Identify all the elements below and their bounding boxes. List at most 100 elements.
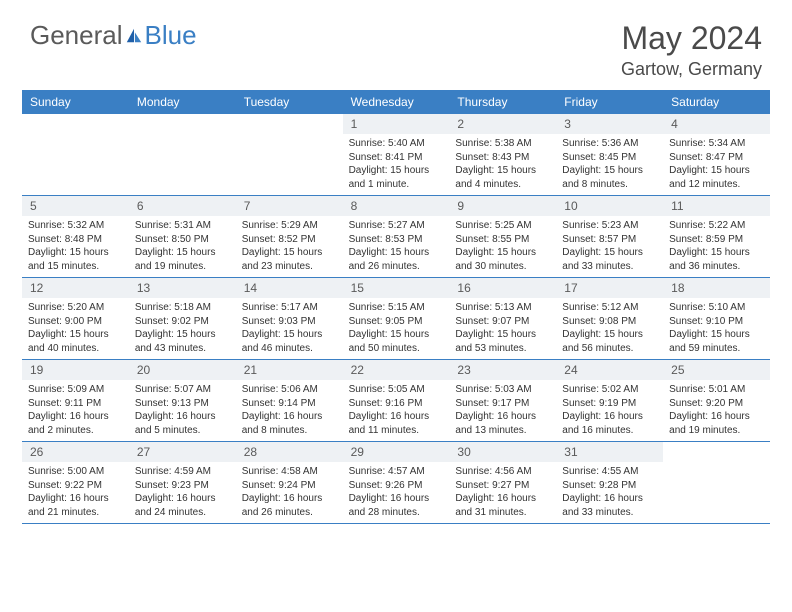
day-number: 19: [22, 360, 129, 380]
day-cell: 12Sunrise: 5:20 AMSunset: 9:00 PMDayligh…: [22, 278, 129, 359]
daylight-text: Daylight: 15 hours and 53 minutes.: [455, 328, 550, 355]
day-number: [236, 114, 343, 120]
sunset-text: Sunset: 9:20 PM: [669, 397, 764, 411]
sail-icon: [125, 27, 143, 45]
daylight-text: Daylight: 16 hours and 33 minutes.: [562, 492, 657, 519]
day-number: [663, 442, 770, 448]
day-number: 18: [663, 278, 770, 298]
day-details: Sunrise: 5:18 AMSunset: 9:02 PMDaylight:…: [129, 298, 236, 359]
sunset-text: Sunset: 9:14 PM: [242, 397, 337, 411]
day-cell: 5 Sunrise: 5:32 AMSunset: 8:48 PMDaylight…: [22, 196, 129, 277]
daylight-text: Daylight: 15 hours and 40 minutes.: [28, 328, 123, 355]
day-number: 8: [343, 196, 450, 216]
day-number: 12: [22, 278, 129, 298]
day-details: Sunrise: 5:09 AMSunset: 9:11 PMDaylight:…: [22, 380, 129, 441]
day-details: Sunrise: 5:38 AMSunset: 8:43 PMDaylight:…: [449, 134, 556, 195]
daylight-text: Daylight: 15 hours and 12 minutes.: [669, 164, 764, 191]
sunset-text: Sunset: 9:26 PM: [349, 479, 444, 493]
daylight-text: Daylight: 15 hours and 15 minutes.: [28, 246, 123, 273]
day-details: Sunrise: 5:20 AMSunset: 9:00 PMDaylight:…: [22, 298, 129, 359]
day-number: 25: [663, 360, 770, 380]
sunset-text: Sunset: 9:22 PM: [28, 479, 123, 493]
day-details: Sunrise: 5:10 AMSunset: 9:10 PMDaylight:…: [663, 298, 770, 359]
day-number: 30: [449, 442, 556, 462]
daylight-text: Daylight: 15 hours and 56 minutes.: [562, 328, 657, 355]
sunset-text: Sunset: 8:48 PM: [28, 233, 123, 247]
sunrise-text: Sunrise: 5:15 AM: [349, 301, 444, 315]
day-cell: 28Sunrise: 4:58 AMSunset: 9:24 PMDayligh…: [236, 442, 343, 523]
sunrise-text: Sunrise: 5:32 AM: [28, 219, 123, 233]
day-details: Sunrise: 5:25 AMSunset: 8:55 PMDaylight:…: [449, 216, 556, 277]
sunset-text: Sunset: 9:10 PM: [669, 315, 764, 329]
day-cell: 26Sunrise: 5:00 AMSunset: 9:22 PMDayligh…: [22, 442, 129, 523]
day-cell: 9Sunrise: 5:25 AMSunset: 8:55 PMDaylight…: [449, 196, 556, 277]
calendar: Sunday Monday Tuesday Wednesday Thursday…: [0, 90, 792, 524]
sunrise-text: Sunrise: 5:13 AM: [455, 301, 550, 315]
day-cell: 21Sunrise: 5:06 AMSunset: 9:14 PMDayligh…: [236, 360, 343, 441]
brand-general: General: [30, 20, 123, 51]
sunrise-text: Sunrise: 5:06 AM: [242, 383, 337, 397]
daylight-text: Daylight: 16 hours and 26 minutes.: [242, 492, 337, 519]
day-cell: 13Sunrise: 5:18 AMSunset: 9:02 PMDayligh…: [129, 278, 236, 359]
day-number: 5: [22, 196, 129, 216]
daylight-text: Daylight: 16 hours and 31 minutes.: [455, 492, 550, 519]
week-row: 5Sunrise: 5:32 AMSunset: 8:48 PMDaylight…: [22, 196, 770, 278]
daylight-text: Daylight: 15 hours and 59 minutes.: [669, 328, 764, 355]
day-number: 22: [343, 360, 450, 380]
day-details: Sunrise: 5:34 AMSunset: 8:47 PMDaylight:…: [663, 134, 770, 195]
weekday-header: Saturday: [663, 90, 770, 114]
weekday-header: Monday: [129, 90, 236, 114]
title-block: May 2024 Gartow, Germany: [621, 20, 762, 80]
day-number: [22, 114, 129, 120]
day-number: 11: [663, 196, 770, 216]
daylight-text: Daylight: 16 hours and 28 minutes.: [349, 492, 444, 519]
weeks-container: 1Sunrise: 5:40 AMSunset: 8:41 PMDaylight…: [22, 114, 770, 524]
day-details: Sunrise: 4:56 AMSunset: 9:27 PMDaylight:…: [449, 462, 556, 523]
daylight-text: Daylight: 16 hours and 16 minutes.: [562, 410, 657, 437]
daylight-text: Daylight: 15 hours and 46 minutes.: [242, 328, 337, 355]
sunrise-text: Sunrise: 5:00 AM: [28, 465, 123, 479]
day-number: 10: [556, 196, 663, 216]
sunset-text: Sunset: 9:08 PM: [562, 315, 657, 329]
day-number: 20: [129, 360, 236, 380]
day-cell: 8Sunrise: 5:27 AMSunset: 8:53 PMDaylight…: [343, 196, 450, 277]
day-number: 15: [343, 278, 450, 298]
daylight-text: Daylight: 15 hours and 50 minutes.: [349, 328, 444, 355]
day-cell: 10 Sunrise: 5:23 AMSunset: 8:57 PMDayligh…: [556, 196, 663, 277]
daylight-text: Daylight: 15 hours and 30 minutes.: [455, 246, 550, 273]
sunrise-text: Sunrise: 5:23 AM: [562, 219, 657, 233]
day-details: Sunrise: 4:59 AMSunset: 9:23 PMDaylight:…: [129, 462, 236, 523]
day-cell: 6Sunrise: 5:31 AMSunset: 8:50 PMDaylight…: [129, 196, 236, 277]
sunrise-text: Sunrise: 5:18 AM: [135, 301, 230, 315]
day-cell: [663, 442, 770, 523]
daylight-text: Daylight: 15 hours and 4 minutes.: [455, 164, 550, 191]
day-cell: 15Sunrise: 5:15 AMSunset: 9:05 PMDayligh…: [343, 278, 450, 359]
daylight-text: Daylight: 15 hours and 33 minutes.: [562, 246, 657, 273]
sunrise-text: Sunrise: 4:56 AM: [455, 465, 550, 479]
sunset-text: Sunset: 8:53 PM: [349, 233, 444, 247]
day-details: Sunrise: 5:01 AMSunset: 9:20 PMDaylight:…: [663, 380, 770, 441]
sunset-text: Sunset: 8:52 PM: [242, 233, 337, 247]
day-number: 24: [556, 360, 663, 380]
daylight-text: Daylight: 15 hours and 36 minutes.: [669, 246, 764, 273]
daylight-text: Daylight: 16 hours and 5 minutes.: [135, 410, 230, 437]
sunset-text: Sunset: 8:41 PM: [349, 151, 444, 165]
week-row: 19Sunrise: 5:09 AMSunset: 9:11 PMDayligh…: [22, 360, 770, 442]
day-number: 2: [449, 114, 556, 134]
day-details: Sunrise: 5:13 AMSunset: 9:07 PMDaylight:…: [449, 298, 556, 359]
day-number: 9: [449, 196, 556, 216]
day-cell: 16Sunrise: 5:13 AMSunset: 9:07 PMDayligh…: [449, 278, 556, 359]
day-cell: [236, 114, 343, 195]
sunrise-text: Sunrise: 5:12 AM: [562, 301, 657, 315]
day-details: Sunrise: 5:22 AMSunset: 8:59 PMDaylight:…: [663, 216, 770, 277]
day-cell: 22Sunrise: 5:05 AMSunset: 9:16 PMDayligh…: [343, 360, 450, 441]
day-cell: 25Sunrise: 5:01 AMSunset: 9:20 PMDayligh…: [663, 360, 770, 441]
sunrise-text: Sunrise: 5:09 AM: [28, 383, 123, 397]
sunset-text: Sunset: 9:28 PM: [562, 479, 657, 493]
daylight-text: Daylight: 16 hours and 11 minutes.: [349, 410, 444, 437]
sunrise-text: Sunrise: 5:07 AM: [135, 383, 230, 397]
location: Gartow, Germany: [621, 59, 762, 80]
day-number: 31: [556, 442, 663, 462]
sunset-text: Sunset: 8:57 PM: [562, 233, 657, 247]
daylight-text: Daylight: 16 hours and 21 minutes.: [28, 492, 123, 519]
